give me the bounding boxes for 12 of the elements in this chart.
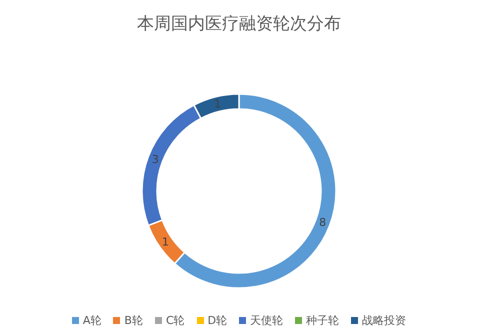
legend-label: 天使轮 [250,313,284,328]
legend-label: A轮 [82,313,102,328]
chart-title: 本周国内医疗融资轮次分布 [137,14,341,34]
data-label: 8 [319,216,326,230]
legend-label: D轮 [208,313,228,328]
legend-label: 种子轮 [306,313,340,328]
data-label: 1 [162,235,169,248]
legend-label: B轮 [124,313,143,328]
legend-label: 战略投资 [362,313,406,328]
data-label: 1 [214,98,222,111]
data-label: 3 [152,152,159,166]
legend-label: C轮 [166,313,185,328]
